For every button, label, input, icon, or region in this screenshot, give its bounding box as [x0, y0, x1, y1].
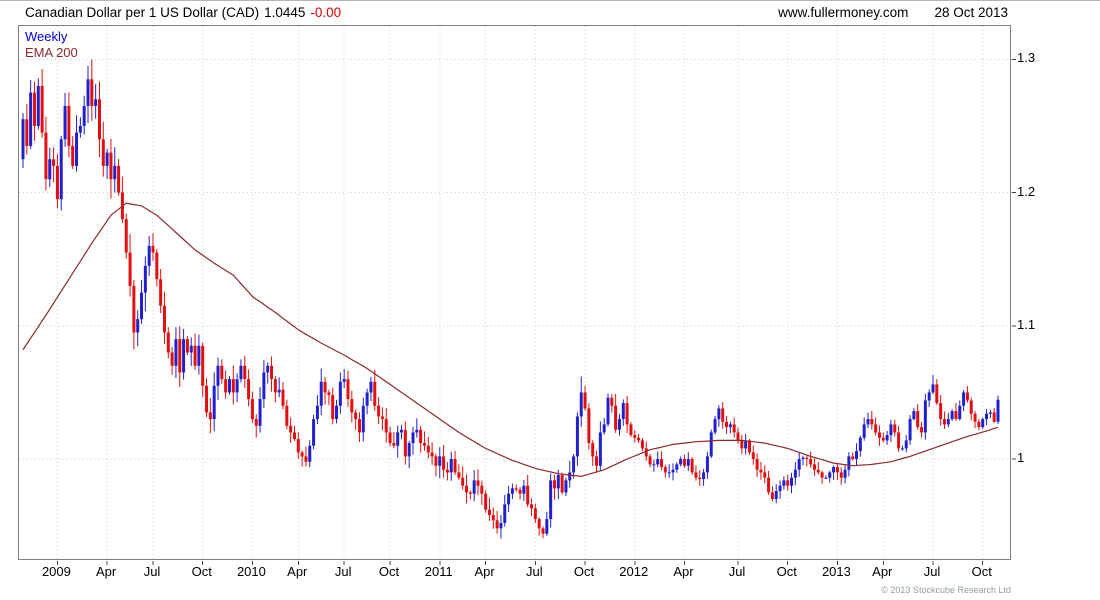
legend-weekly: Weekly — [25, 29, 68, 44]
y-axis-label: 1.3 — [1017, 50, 1036, 66]
x-axis-label: Jul — [728, 564, 746, 579]
chart-header: Canadian Dollar per 1 US Dollar (CAD) 1.0… — [25, 5, 341, 20]
last-price: 1.0445 — [264, 5, 306, 20]
x-axis-label: 2010 — [236, 564, 266, 579]
x-axis-label: Jul — [143, 564, 161, 579]
x-axis-label: Oct — [191, 564, 212, 579]
copyright-notice: © 2013 Stockcube Research Ltd — [881, 585, 1011, 595]
x-axis-label: 2009 — [41, 564, 71, 579]
legend-ema: EMA 200 — [25, 45, 78, 60]
x-axis-label: Jul — [334, 564, 352, 579]
x-axis-label: Oct — [573, 564, 595, 579]
price-change: -0.00 — [310, 5, 342, 20]
chart-legend: Weekly EMA 200 — [25, 29, 78, 61]
x-axis-label: Jul — [526, 564, 543, 579]
date-text: 28 Oct 2013 — [934, 5, 1008, 20]
y-axis-label: 1.2 — [1017, 183, 1036, 199]
y-axis-label: 1.1 — [1017, 316, 1036, 332]
x-axis-label: Apr — [474, 564, 495, 579]
x-axis-label: 2011 — [424, 564, 453, 579]
x-axis-label: 2012 — [619, 564, 649, 579]
x-axis-label: Oct — [378, 564, 400, 579]
x-axis-label: Jul — [923, 564, 941, 579]
price-chart — [19, 26, 1016, 565]
header-right: www.fullermoney.com 28 Oct 2013 — [778, 5, 1008, 20]
x-axis-label: Oct — [776, 564, 797, 579]
x-axis-label: Apr — [872, 564, 893, 579]
window-top-edge — [0, 0, 1100, 1]
website-text: www.fullermoney.com — [778, 5, 909, 20]
x-axis-label: 2013 — [821, 564, 851, 579]
chart-title: Canadian Dollar per 1 US Dollar (CAD) — [25, 5, 260, 20]
x-axis-label: Apr — [95, 564, 117, 579]
x-axis-label: Apr — [673, 564, 694, 579]
y-axis-label: 1 — [1017, 450, 1025, 466]
plot-area: Weekly EMA 200 — [18, 25, 1016, 565]
x-axis-label: Apr — [287, 564, 308, 579]
x-axis-label: Oct — [971, 564, 992, 579]
